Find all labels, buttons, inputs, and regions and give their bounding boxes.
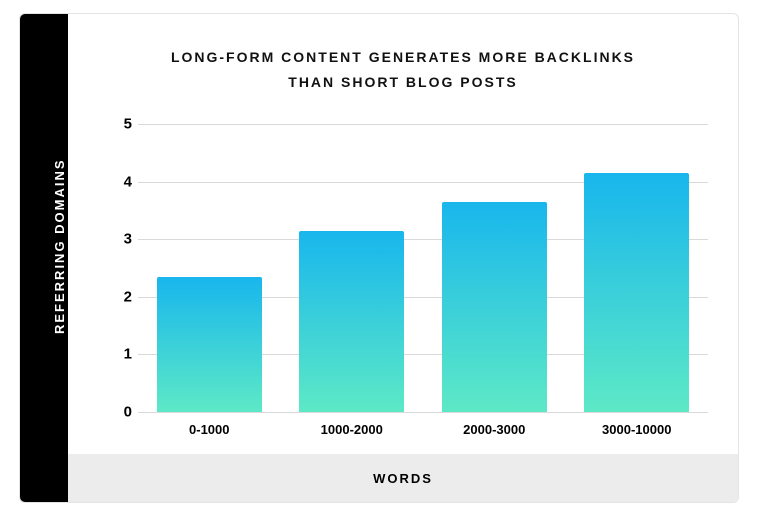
chart-area: LONG-FORM CONTENT GENERATES MORE BACKLIN… xyxy=(68,14,738,502)
y-tick-label: 3 xyxy=(112,231,132,248)
x-tick-label: 0-1000 xyxy=(189,422,229,437)
grid-line xyxy=(138,412,708,413)
chart-title-line1: LONG-FORM CONTENT GENERATES MORE BACKLIN… xyxy=(68,14,738,74)
chart-card: REFERRING DOMAINS LONG-FORM CONTENT GENE… xyxy=(19,13,739,503)
y-tick-label: 5 xyxy=(112,116,132,133)
x-tick-label: 2000-3000 xyxy=(463,422,525,437)
bar xyxy=(157,277,262,412)
y-tick-label: 0 xyxy=(112,404,132,421)
bar xyxy=(442,202,547,412)
y-axis-label: REFERRING DOMAINS xyxy=(52,158,67,334)
chart-title-line2: THAN SHORT BLOG POSTS xyxy=(68,74,738,108)
y-tick-label: 4 xyxy=(112,173,132,190)
x-axis-band: WORDS xyxy=(68,454,738,502)
y-tick-label: 2 xyxy=(112,288,132,305)
y-tick-label: 1 xyxy=(112,346,132,363)
bar xyxy=(299,231,404,412)
x-axis-label: WORDS xyxy=(373,471,433,486)
sidebar-black: REFERRING DOMAINS xyxy=(20,14,68,502)
x-tick-label: 3000-10000 xyxy=(602,422,671,437)
plot-region: 0123450-10001000-20002000-30003000-10000 xyxy=(138,124,708,412)
bar xyxy=(584,173,689,412)
grid-line xyxy=(138,124,708,125)
x-tick-label: 1000-2000 xyxy=(321,422,383,437)
